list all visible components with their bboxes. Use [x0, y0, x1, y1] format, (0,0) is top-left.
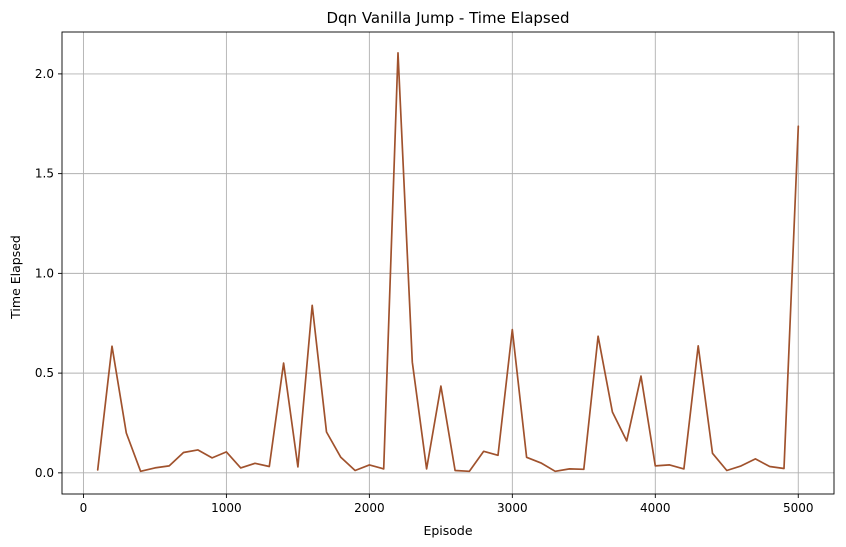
- y-tick-label: 1.5: [35, 167, 54, 181]
- x-tick-label: 5000: [783, 501, 814, 515]
- grid: [62, 32, 834, 494]
- y-tick-label: 0.0: [35, 466, 54, 480]
- y-tick-label: 0.5: [35, 366, 54, 380]
- series-line: [96, 52, 800, 473]
- x-tick-label: 4000: [640, 501, 671, 515]
- x-tick-label: 2000: [354, 501, 385, 515]
- x-tick-label: 0: [80, 501, 88, 515]
- ticks: 0 1000 2000 3000 4000 5000 0.0 0.5 1.0 1.5 2.0: [35, 67, 814, 515]
- plot-area-frame: [61, 31, 835, 495]
- y-tick-label: 1.0: [35, 266, 54, 280]
- x-tick-label: 3000: [497, 501, 528, 515]
- chart-title: Dqn Vanilla Jump - Time Elapsed: [326, 9, 569, 27]
- x-tick-label: 1000: [211, 501, 242, 515]
- y-axis-label: Time Elapsed: [8, 235, 23, 320]
- y-tick-label: 2.0: [35, 67, 54, 81]
- series-layer: [96, 52, 800, 473]
- x-axis-label: Episode: [423, 523, 472, 538]
